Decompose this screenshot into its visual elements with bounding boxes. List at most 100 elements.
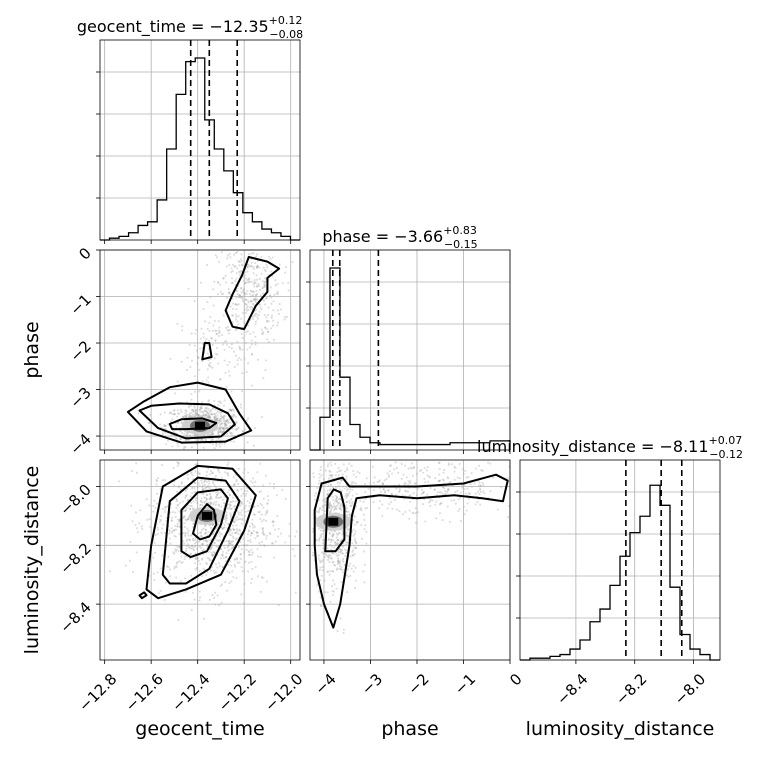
sample-point xyxy=(223,430,226,433)
sample-point xyxy=(172,430,175,433)
sample-point xyxy=(318,536,321,539)
sample-point xyxy=(173,567,176,570)
sample-point xyxy=(341,533,344,536)
sample-point xyxy=(178,520,181,523)
sample-point xyxy=(199,439,202,442)
sample-point xyxy=(207,502,210,505)
sample-point xyxy=(173,529,176,532)
sample-point xyxy=(178,518,181,521)
sample-point xyxy=(230,516,233,518)
sample-point xyxy=(330,557,333,560)
sample-point xyxy=(218,421,221,424)
sample-point xyxy=(200,411,203,413)
sample-point xyxy=(323,504,326,507)
sample-point xyxy=(231,541,233,543)
sample-point xyxy=(272,309,275,312)
sample-point xyxy=(213,357,216,360)
sample-point xyxy=(324,501,327,503)
sample-point xyxy=(214,563,217,566)
sample-point xyxy=(190,552,192,555)
sample-point xyxy=(210,569,212,572)
sample-point xyxy=(227,292,230,295)
sample-point xyxy=(199,347,202,350)
sample-point xyxy=(264,277,266,280)
sample-point xyxy=(234,505,236,508)
sample-point xyxy=(220,418,223,421)
sample-point xyxy=(248,277,251,280)
sample-point xyxy=(185,416,187,419)
sample-point xyxy=(214,475,217,478)
sample-point xyxy=(476,501,479,503)
sample-point xyxy=(253,299,256,301)
sample-point xyxy=(197,414,200,417)
sample-point xyxy=(258,310,261,313)
sample-point xyxy=(340,469,342,472)
sample-point xyxy=(439,502,442,505)
sample-point xyxy=(194,499,197,502)
sample-point xyxy=(364,507,367,510)
sample-point xyxy=(328,507,331,509)
sample-point xyxy=(194,470,197,473)
sample-point xyxy=(351,481,354,484)
sample-point xyxy=(328,554,331,556)
sample-point xyxy=(407,480,410,483)
sample-point xyxy=(317,554,320,557)
sample-point xyxy=(209,496,212,499)
sample-point xyxy=(453,470,456,473)
sample-point xyxy=(212,433,215,436)
sample-point xyxy=(395,508,398,511)
sample-point xyxy=(328,538,331,540)
sample-point xyxy=(339,551,342,554)
sample-point xyxy=(201,558,204,561)
sample-point xyxy=(508,505,511,507)
sample-point xyxy=(360,507,362,510)
sample-point xyxy=(218,330,221,333)
sample-point xyxy=(216,256,218,259)
sample-point xyxy=(184,414,186,417)
sample-point xyxy=(223,434,225,437)
sample-point xyxy=(268,532,271,534)
sample-point xyxy=(324,591,327,594)
sample-point xyxy=(339,568,342,571)
sample-point xyxy=(236,561,239,564)
sample-point xyxy=(206,534,209,537)
sample-point xyxy=(210,502,212,505)
sample-point xyxy=(183,446,186,448)
sample-point xyxy=(198,599,201,602)
sample-point xyxy=(204,525,207,527)
sample-point xyxy=(342,552,345,555)
sample-point xyxy=(206,545,209,548)
sample-point xyxy=(210,439,213,442)
sample-point xyxy=(262,484,265,487)
sample-point xyxy=(331,561,334,564)
sample-point xyxy=(234,265,236,268)
sample-point xyxy=(240,548,243,551)
sample-point xyxy=(212,324,215,327)
sample-point xyxy=(334,463,337,465)
sample-point xyxy=(398,490,401,493)
sample-point xyxy=(204,528,207,531)
sample-point xyxy=(352,470,355,472)
sample-point xyxy=(252,272,255,275)
sample-point xyxy=(319,566,322,569)
sample-point xyxy=(222,416,225,419)
sample-point xyxy=(253,279,256,281)
sample-point xyxy=(337,467,340,469)
sample-point xyxy=(351,502,354,505)
sample-point xyxy=(177,503,180,506)
sample-point xyxy=(414,507,417,510)
sample-point xyxy=(342,532,344,535)
sample-point xyxy=(255,274,258,277)
sample-point xyxy=(469,483,472,485)
sample-point xyxy=(339,548,342,551)
sample-point xyxy=(389,464,392,467)
sample-point xyxy=(337,502,340,504)
sample-point xyxy=(319,579,322,582)
sample-point xyxy=(248,554,251,556)
sample-point xyxy=(228,489,231,491)
sample-point xyxy=(252,331,255,334)
sample-point xyxy=(444,490,446,493)
sample-point xyxy=(210,526,213,529)
sample-point xyxy=(339,482,341,485)
sample-point xyxy=(220,430,223,433)
